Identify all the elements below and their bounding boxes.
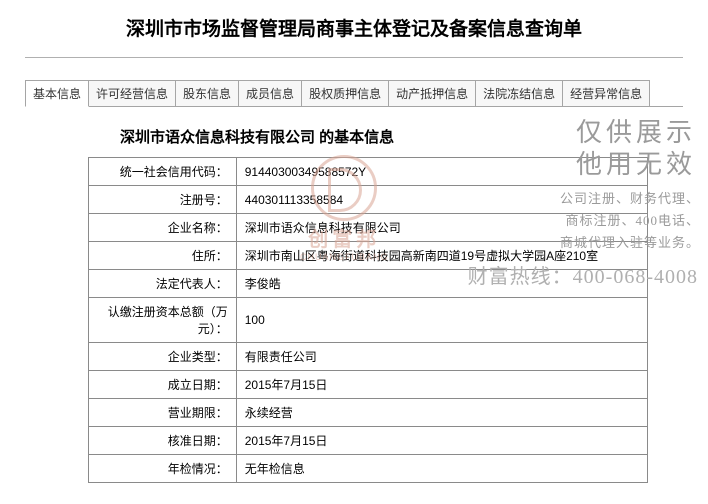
row-label: 企业名称： [89, 214, 237, 242]
row-label: 成立日期： [89, 371, 237, 399]
row-value: 深圳市南山区粤海街道科技园高新南四道19号虚拟大学园A座210室 [236, 242, 647, 270]
row-label: 营业期限： [89, 399, 237, 427]
row-label: 统一社会信用代码： [89, 158, 237, 186]
row-label: 注册号： [89, 186, 237, 214]
page-title: 深圳市市场监督管理局商事主体登记及备案信息查询单 [0, 0, 708, 51]
section-title: 深圳市语众信息科技有限公司 的基本信息 [120, 126, 708, 147]
tab-6[interactable]: 法院冻结信息 [475, 80, 563, 107]
table-row: 核准日期：2015年7月15日 [89, 427, 648, 455]
table-row: 注册号：440301113358584 [89, 186, 648, 214]
row-label: 认缴注册资本总额（万元）： [89, 298, 237, 343]
row-value: 李俊皓 [236, 270, 647, 298]
table-row: 住所：深圳市南山区粤海街道科技园高新南四道19号虚拟大学园A座210室 [89, 242, 648, 270]
row-label: 企业类型： [89, 343, 237, 371]
row-value: 有限责任公司 [236, 343, 647, 371]
row-value: 2015年7月15日 [236, 371, 647, 399]
table-row: 成立日期：2015年7月15日 [89, 371, 648, 399]
table-row: 营业期限：永续经营 [89, 399, 648, 427]
row-label: 年检情况： [89, 455, 237, 483]
tab-underline [25, 106, 683, 107]
row-value: 2015年7月15日 [236, 427, 647, 455]
tab-2[interactable]: 股东信息 [175, 80, 239, 107]
table-row: 认缴注册资本总额（万元）：100 [89, 298, 648, 343]
table-row: 法定代表人：李俊皓 [89, 270, 648, 298]
tab-3[interactable]: 成员信息 [238, 80, 302, 107]
row-value: 深圳市语众信息科技有限公司 [236, 214, 647, 242]
row-label: 住所： [89, 242, 237, 270]
table-row: 年检情况：无年检信息 [89, 455, 648, 483]
row-value: 440301113358584 [236, 186, 647, 214]
row-label: 核准日期： [89, 427, 237, 455]
tab-5[interactable]: 动产抵押信息 [388, 80, 476, 107]
tab-7[interactable]: 经营异常信息 [562, 80, 650, 107]
table-row: 统一社会信用代码：91440300349588572Y [89, 158, 648, 186]
row-value: 100 [236, 298, 647, 343]
info-table: 统一社会信用代码：91440300349588572Y注册号：440301113… [88, 157, 648, 483]
tabs-row: 基本信息许可经营信息股东信息成员信息股权质押信息动产抵押信息法院冻结信息经营异常… [25, 80, 708, 107]
row-value: 91440300349588572Y [236, 158, 647, 186]
tab-1[interactable]: 许可经营信息 [88, 80, 176, 107]
tab-0[interactable]: 基本信息 [25, 80, 89, 107]
divider [25, 57, 683, 58]
row-label: 法定代表人： [89, 270, 237, 298]
table-row: 企业类型：有限责任公司 [89, 343, 648, 371]
row-value: 无年检信息 [236, 455, 647, 483]
table-row: 企业名称：深圳市语众信息科技有限公司 [89, 214, 648, 242]
tab-4[interactable]: 股权质押信息 [301, 80, 389, 107]
row-value: 永续经营 [236, 399, 647, 427]
